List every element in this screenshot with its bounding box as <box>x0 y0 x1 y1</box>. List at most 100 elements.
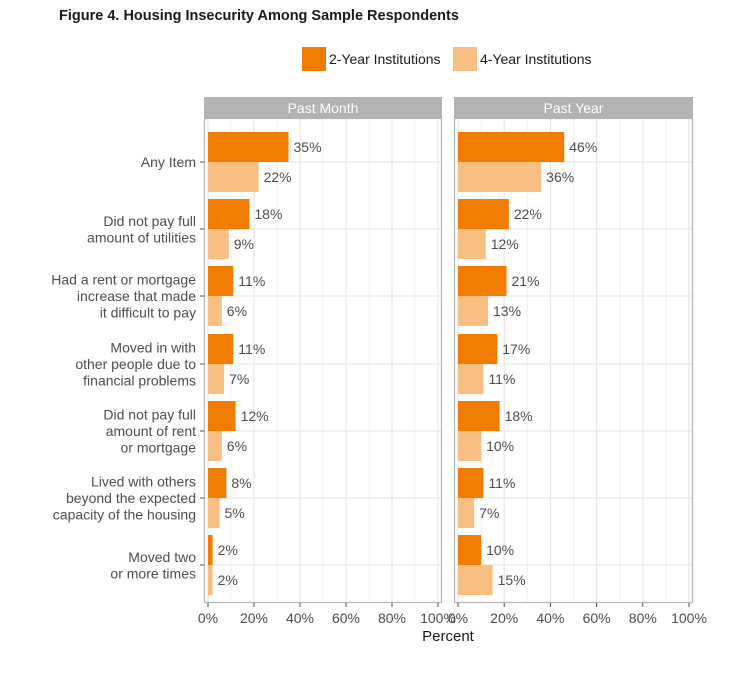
legend-swatch-4-year <box>453 47 477 71</box>
bar-past-year-4yr-6 <box>458 565 493 595</box>
bar-past-month-4yr-2 <box>208 296 222 326</box>
bar-past-month-2yr-5 <box>208 468 227 498</box>
bar-past-year-2yr-3 <box>458 334 498 364</box>
y-category-label-5: beyond the expected <box>66 490 196 506</box>
data-label-past-month-2yr-1: 18% <box>254 206 282 222</box>
x-tick-label-past-year: 0% <box>448 610 468 626</box>
x-tick-label-past-year: 20% <box>490 610 518 626</box>
data-label-past-month-2yr-2: 11% <box>238 273 265 289</box>
data-label-past-year-2yr-1: 22% <box>514 206 542 222</box>
bar-past-month-4yr-0 <box>208 162 259 192</box>
data-label-past-year-4yr-2: 13% <box>493 303 521 319</box>
x-tick-label-past-year: 60% <box>583 610 611 626</box>
bar-past-year-4yr-1 <box>458 229 486 259</box>
y-category-label-4: or mortgage <box>121 440 197 456</box>
x-tick-label-past-month: 40% <box>286 610 314 626</box>
y-category-label-3: other people due to <box>75 356 196 372</box>
bar-past-month-2yr-6 <box>208 535 213 565</box>
x-axis-title: Percent <box>422 628 475 645</box>
data-label-past-year-2yr-4: 18% <box>505 408 533 424</box>
legend-label-2-year: 2-Year Institutions <box>329 51 441 67</box>
y-category-label-2: increase that made <box>77 288 196 304</box>
bar-past-year-4yr-5 <box>458 498 475 528</box>
x-tick-label-past-month: 100% <box>420 610 456 626</box>
legend-item-4-year: 4-Year Institutions <box>453 47 592 71</box>
data-label-past-month-2yr-6: 2% <box>218 542 238 558</box>
x-tick-label-past-month: 80% <box>378 610 406 626</box>
bar-past-year-4yr-0 <box>458 162 542 192</box>
facet-title-past-month: Past Month <box>288 100 359 116</box>
y-category-label-0: Any Item <box>141 154 196 170</box>
legend-swatch-2-year <box>302 47 326 71</box>
chart-title: Figure 4. Housing Insecurity Among Sampl… <box>59 8 459 24</box>
facet-title-past-year: Past Year <box>544 100 604 116</box>
data-label-past-year-4yr-0: 36% <box>546 169 574 185</box>
bar-past-month-2yr-0 <box>208 132 289 162</box>
y-category-label-2: Had a rent or mortgage <box>51 272 196 288</box>
bar-past-month-4yr-1 <box>208 229 229 259</box>
data-label-past-year-2yr-5: 11% <box>488 475 515 491</box>
bar-past-month-4yr-3 <box>208 364 225 394</box>
data-label-past-year-2yr-6: 10% <box>486 542 514 558</box>
y-category-label-2: it difficult to pay <box>100 305 196 321</box>
bar-past-month-2yr-4 <box>208 401 236 431</box>
data-label-past-year-4yr-1: 12% <box>491 236 519 252</box>
data-label-past-year-4yr-4: 10% <box>486 438 514 454</box>
data-label-past-month-4yr-5: 5% <box>225 505 245 521</box>
bar-past-year-2yr-0 <box>458 132 565 162</box>
x-tick-label-past-year: 80% <box>629 610 657 626</box>
data-label-past-month-4yr-0: 22% <box>264 169 292 185</box>
bar-past-year-4yr-3 <box>458 364 484 394</box>
bar-past-year-2yr-2 <box>458 266 507 296</box>
bar-past-year-2yr-4 <box>458 401 500 431</box>
y-category-label-3: Moved in with <box>110 340 196 356</box>
y-category-label-1: Did not pay full <box>103 213 196 229</box>
data-label-past-month-4yr-2: 6% <box>227 303 247 319</box>
bar-past-year-2yr-6 <box>458 535 482 565</box>
x-tick-label-past-month: 0% <box>198 610 218 626</box>
bar-past-year-4yr-2 <box>458 296 489 326</box>
y-category-label-1: amount of utilities <box>87 229 196 245</box>
data-label-past-month-4yr-1: 9% <box>234 236 254 252</box>
data-label-past-year-2yr-3: 17% <box>502 341 530 357</box>
data-label-past-month-4yr-6: 2% <box>218 572 238 588</box>
legend-item-2-year: 2-Year Institutions <box>302 47 441 71</box>
y-category-label-4: Did not pay full <box>103 407 196 423</box>
data-label-past-month-2yr-4: 12% <box>241 408 269 424</box>
y-category-label-6: or more times <box>110 565 196 581</box>
data-label-past-month-4yr-4: 6% <box>227 438 247 454</box>
bar-past-year-2yr-1 <box>458 199 509 229</box>
legend-label-4-year: 4-Year Institutions <box>480 51 592 67</box>
y-category-label-4: amount of rent <box>106 423 196 439</box>
data-label-past-year-4yr-6: 15% <box>498 572 526 588</box>
facet-strip-past-month <box>204 97 442 118</box>
bar-past-month-2yr-3 <box>208 334 234 364</box>
panel-border-past-year <box>453 117 694 604</box>
bar-past-month-2yr-2 <box>208 266 234 296</box>
data-label-past-year-4yr-5: 7% <box>479 505 499 521</box>
bar-past-month-4yr-5 <box>208 498 220 528</box>
data-label-past-month-2yr-0: 35% <box>294 139 322 155</box>
data-label-past-month-2yr-5: 8% <box>231 475 251 491</box>
facet-strip-past-year <box>454 97 693 118</box>
x-tick-label-past-year: 40% <box>536 610 564 626</box>
x-tick-label-past-year: 100% <box>671 610 707 626</box>
data-label-past-month-4yr-3: 7% <box>229 371 249 387</box>
bar-past-year-2yr-5 <box>458 468 484 498</box>
bar-past-year-4yr-4 <box>458 431 482 461</box>
data-label-past-month-2yr-3: 11% <box>238 341 265 357</box>
y-category-label-6: Moved two <box>128 549 196 565</box>
bar-past-month-4yr-6 <box>208 565 213 595</box>
panel-border-past-month <box>203 117 443 604</box>
bar-past-month-4yr-4 <box>208 431 222 461</box>
data-label-past-year-2yr-0: 46% <box>569 139 597 155</box>
x-tick-label-past-month: 60% <box>332 610 360 626</box>
data-label-past-year-4yr-3: 11% <box>488 371 515 387</box>
bar-past-month-2yr-1 <box>208 199 250 229</box>
x-tick-label-past-month: 20% <box>240 610 268 626</box>
y-category-label-3: financial problems <box>83 373 196 389</box>
y-category-label-5: capacity of the housing <box>53 507 196 523</box>
data-label-past-year-2yr-2: 21% <box>512 273 540 289</box>
y-category-label-5: Lived with others <box>91 474 196 490</box>
